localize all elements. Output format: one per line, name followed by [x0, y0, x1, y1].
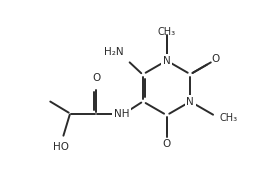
Text: CH₃: CH₃ — [157, 26, 175, 36]
Text: O: O — [210, 53, 218, 64]
Text: HO: HO — [53, 142, 69, 152]
Text: CH₃: CH₃ — [218, 113, 236, 123]
Text: N: N — [162, 56, 170, 66]
Text: NH: NH — [113, 109, 129, 119]
Text: O: O — [92, 73, 101, 83]
Text: N: N — [186, 96, 194, 106]
Text: O: O — [162, 139, 170, 149]
Text: H₂N: H₂N — [104, 47, 124, 57]
